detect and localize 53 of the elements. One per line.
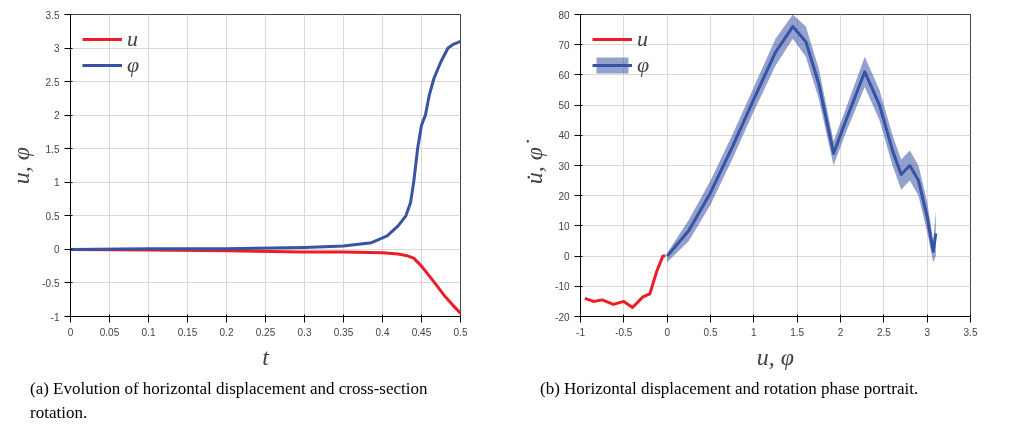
y-tick-label: 2 — [53, 110, 60, 122]
line-series — [583, 254, 667, 309]
x-axis-title: u, φ — [756, 343, 795, 370]
x-tick-label: 0.05 — [99, 326, 120, 338]
y-tick-label: 80 — [558, 9, 570, 21]
legend-label: φ — [127, 52, 141, 78]
x-tick-label: 1.5 — [790, 326, 805, 338]
text: (b) Horizontal displacement and rotation phase portrait. — [540, 378, 919, 400]
text: (a) Evolution of horizontal displacement and cross-section rotation. — [30, 378, 429, 425]
y-tick-label: 1.5 — [45, 143, 60, 155]
y-tick-label: -10 — [555, 281, 570, 293]
y-tick-label: 30 — [558, 160, 570, 172]
x-tick-label: 0.45 — [411, 326, 432, 338]
y-tick-label: 3.5 — [45, 9, 60, 21]
x-tick-label: 0.25 — [255, 326, 276, 338]
x-tick-label: 2.5 — [876, 326, 892, 338]
x-tick-label: 0.1 — [141, 326, 156, 338]
y-tick-label: 10 — [558, 220, 570, 232]
y-tick-label: 2.5 — [45, 76, 60, 88]
y-axis-title: u, φ — [8, 146, 35, 185]
y-tick-label: 0.5 — [45, 210, 60, 222]
y-tick-label: 50 — [558, 100, 570, 112]
x-tick-label: 0.15 — [177, 326, 198, 338]
y-tick-label: 0 — [563, 251, 570, 263]
x-tick-label: 0.35 — [333, 326, 354, 338]
x-tick-label: 0.2 — [219, 326, 234, 338]
x-tick-label: 0 — [67, 326, 74, 338]
legend-label: φ — [637, 52, 651, 78]
y-axis-title: u̇, φ̇ — [521, 139, 548, 185]
x-tick-label: 0.5 — [453, 326, 468, 338]
x-axis-title: t — [262, 343, 271, 370]
legend-label: u — [127, 26, 139, 52]
y-tick-label: 3 — [53, 43, 60, 55]
x-tick-label: 3 — [924, 326, 931, 338]
legend-label: u — [637, 26, 649, 52]
y-tick-label: 60 — [558, 69, 570, 81]
y-tick-label: 40 — [558, 130, 570, 142]
y-tick-label: 70 — [558, 39, 570, 51]
x-tick-label: 0.4 — [375, 326, 390, 338]
y-tick-label: -0.5 — [42, 277, 60, 289]
y-tick-label: 1 — [53, 177, 60, 189]
x-tick-label: 3.5 — [963, 326, 978, 338]
y-tick-label: 0 — [53, 244, 60, 256]
y-tick-label: 20 — [558, 190, 570, 202]
x-tick-label: 0.3 — [297, 326, 312, 338]
x-tick-label: 0 — [664, 326, 671, 338]
x-tick-label: 1 — [751, 326, 758, 338]
y-tick-label: -1 — [50, 311, 60, 323]
x-tick-label: -0.5 — [615, 326, 633, 338]
x-tick-label: 0.5 — [703, 326, 718, 338]
y-tick-label: -20 — [555, 311, 570, 323]
x-tick-label: -1 — [576, 326, 586, 338]
x-tick-label: 2 — [837, 326, 844, 338]
